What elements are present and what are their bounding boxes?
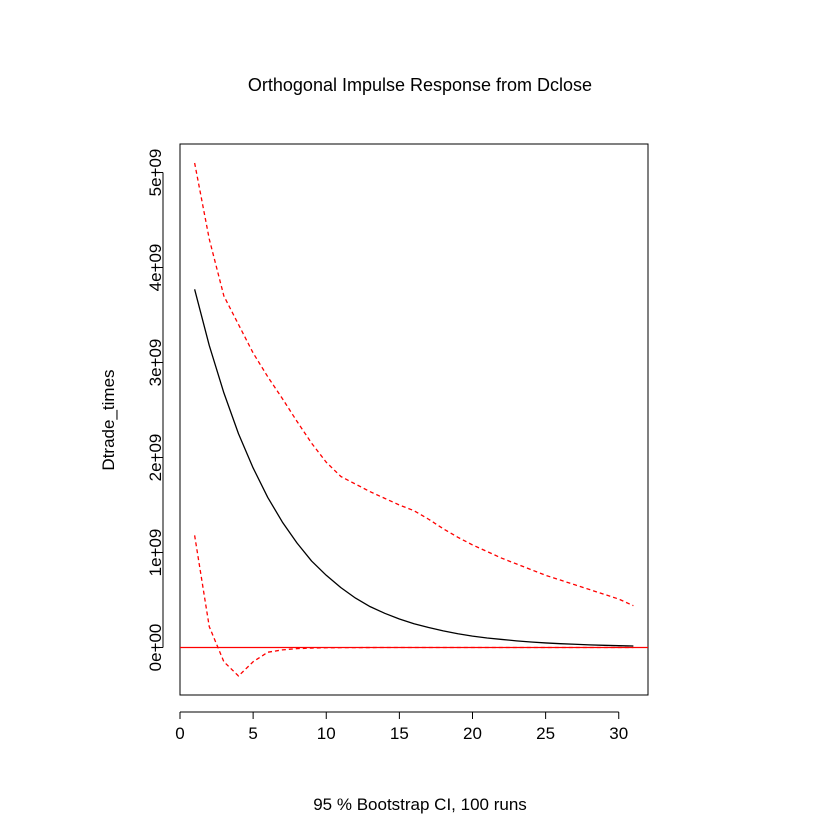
- y-axis-label: Dtrade_times: [99, 369, 118, 470]
- y-tick-label: 2e+09: [146, 434, 165, 482]
- series-line-upper: [193, 162, 634, 607]
- chart-title: Orthogonal Impulse Response from Dclose: [248, 75, 592, 95]
- x-tick-label: 15: [390, 724, 409, 743]
- x-tick-label: 25: [536, 724, 555, 743]
- y-tick-label: 1e+09: [146, 529, 165, 577]
- x-tick-label: 0: [175, 724, 184, 743]
- x-tick-label: 5: [248, 724, 257, 743]
- x-axis: 0 5 10 15 20 25 30: [175, 711, 628, 743]
- series-line-response: [194, 289, 634, 647]
- y-tick-label: 3e+09: [146, 339, 165, 387]
- y-axis: 0e+00 1e+09 2e+09 3e+09 4e+09 5e+09: [146, 149, 165, 672]
- x-tick-label: 30: [609, 724, 628, 743]
- x-tick-label: 10: [317, 724, 336, 743]
- x-tick-label: 20: [463, 724, 482, 743]
- y-tick-label: 0e+00: [146, 624, 165, 672]
- y-tick-label: 4e+09: [146, 244, 165, 292]
- plot-frame: [179, 143, 649, 696]
- series-layer: [180, 162, 648, 677]
- x-axis-label: 95 % Bootstrap CI, 100 runs: [313, 795, 527, 814]
- y-tick-label: 5e+09: [146, 149, 165, 197]
